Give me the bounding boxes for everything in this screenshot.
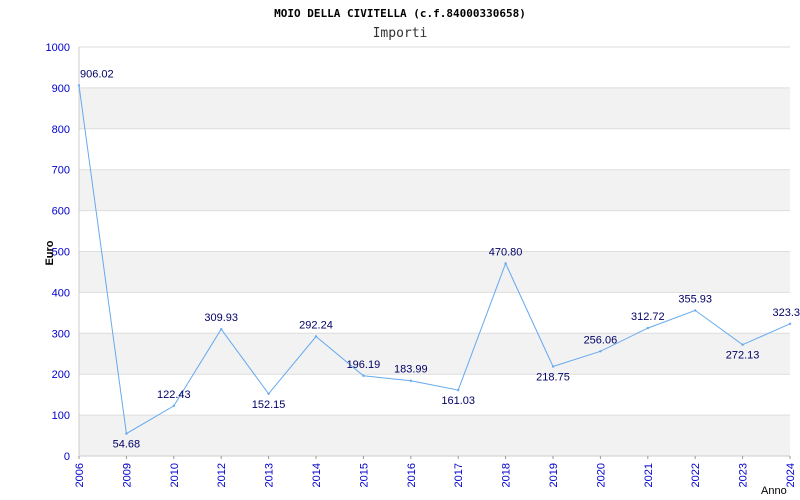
y-tick-label: 200	[52, 369, 70, 381]
x-axis-label: Anno	[761, 485, 787, 497]
data-label: 196.19	[347, 359, 381, 371]
data-point	[694, 309, 697, 312]
series-polyline	[78, 85, 791, 435]
data-point	[172, 404, 175, 408]
x-tick-label: 2012	[216, 463, 228, 487]
grid-band	[79, 415, 790, 456]
data-point	[504, 262, 507, 265]
data-label: 292.24	[299, 319, 333, 331]
x-tick-label: 2022	[690, 463, 702, 487]
data-point	[220, 328, 223, 331]
x-tick-label: 2016	[406, 463, 418, 487]
chart-gridlines	[79, 46, 790, 457]
data-point	[267, 392, 270, 395]
x-tick-label: 2010	[169, 463, 181, 487]
x-tick-label: 2023	[738, 463, 750, 487]
data-label: 256.06	[584, 334, 618, 346]
data-label: 470.80	[489, 246, 523, 258]
grid-band	[79, 169, 790, 211]
x-tick-label: 2013	[264, 463, 276, 487]
data-label: 183.99	[394, 364, 428, 376]
y-tick-label: 500	[52, 247, 70, 259]
data-label: 312.72	[631, 311, 665, 323]
data-point	[362, 374, 365, 377]
data-point	[77, 84, 81, 87]
data-point	[551, 365, 555, 368]
x-tick-label: 2021	[643, 463, 655, 487]
y-tick-label: 1000	[46, 42, 70, 54]
y-tick-label: 400	[52, 287, 70, 299]
data-point	[741, 343, 744, 346]
x-tick-label: 2017	[453, 463, 465, 487]
data-label: 309.93	[204, 312, 238, 324]
y-tick-label: 300	[52, 328, 70, 340]
data-label: 218.75	[536, 372, 570, 384]
series-line	[77, 84, 792, 435]
data-point	[599, 350, 602, 353]
grid-band	[79, 87, 790, 129]
chart-background-bands	[79, 87, 790, 456]
y-axis-label: Euro	[44, 240, 56, 265]
data-point	[788, 322, 792, 325]
x-tick-labels: 2006 2009 2010 2012 2013 2014 2015 2016 2017 2018…	[74, 456, 797, 487]
x-tick-label: 2020	[595, 463, 607, 487]
y-tick-label: 600	[52, 206, 70, 218]
data-label: 323.3	[772, 307, 800, 319]
data-label: 122.43	[157, 389, 191, 401]
chart-title: MOIO DELLA CIVITELLA (c.f.84000330658)	[274, 7, 526, 20]
data-label: 906.02	[80, 68, 114, 80]
x-tick-label: 2014	[311, 463, 323, 487]
grid-band	[79, 333, 790, 375]
chart-subtitle: Importi	[373, 26, 428, 41]
y-tick-label: 700	[52, 165, 70, 177]
data-labels: 906.02 54.68 122.43 309.93 152.15 292.24 196.1…	[80, 68, 800, 450]
y-tick-label: 0	[64, 451, 70, 463]
x-tick-label: 2006	[74, 463, 86, 487]
data-label: 272.13	[726, 350, 760, 362]
grid-band	[79, 251, 790, 293]
x-tick-label: 2019	[548, 463, 560, 487]
data-point	[314, 335, 318, 338]
x-tick-label: 2024	[785, 463, 797, 487]
data-label: 161.03	[441, 395, 475, 407]
data-label: 54.68	[113, 439, 141, 451]
data-point	[646, 326, 649, 330]
data-point	[409, 379, 412, 382]
data-label: 152.15	[252, 399, 286, 411]
y-tick-label: 100	[52, 410, 70, 422]
data-point	[457, 388, 460, 392]
y-tick-labels: 0 100 200 300 400 500 600 700 800 900 1000	[46, 42, 70, 463]
x-tick-label: 2015	[358, 463, 370, 487]
data-point	[125, 432, 128, 435]
data-label: 355.93	[678, 293, 712, 305]
y-tick-label: 900	[52, 83, 70, 95]
y-tick-label: 800	[52, 124, 70, 136]
x-tick-label: 2009	[121, 463, 133, 487]
x-tick-label: 2018	[501, 463, 513, 487]
